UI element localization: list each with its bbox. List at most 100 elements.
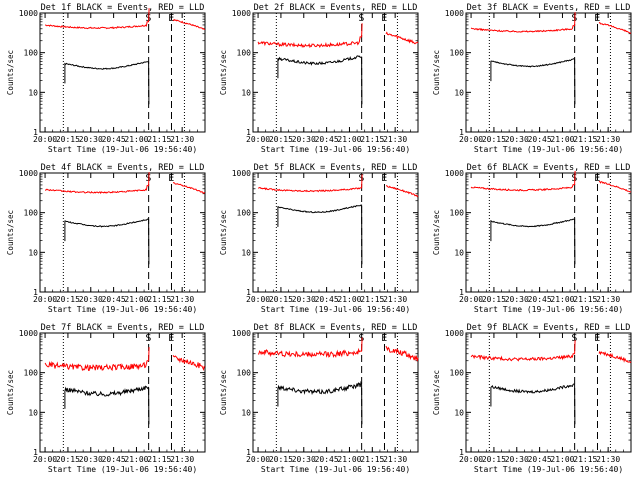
- y-tick-label: 100: [24, 49, 39, 58]
- detector-panel-8: Det 8f BLACK = Events, RED = LLD 1 10 100 10…: [213, 320, 426, 480]
- x-tick-label: 20:15: [269, 455, 293, 464]
- chart-title: Det 9f BLACK = Events, RED = LLD: [467, 323, 631, 333]
- marker-e: E: [594, 333, 600, 344]
- x-tick-label: 20:45: [102, 295, 126, 304]
- marker-s: S: [358, 13, 364, 24]
- y-tick-label: 100: [24, 209, 39, 218]
- series-lld-line-post: [172, 19, 206, 30]
- series-events-line: [277, 204, 363, 265]
- x-axis-label: Start Time (19-Jul-06 19:56:40): [48, 305, 197, 314]
- y-tick-label: 10: [28, 408, 38, 417]
- x-tick-label: 20:45: [102, 135, 126, 144]
- x-tick-label: 20:30: [505, 295, 529, 304]
- x-tick-label: 20:30: [292, 455, 316, 464]
- x-tick-label: 21:15: [360, 135, 384, 144]
- x-axis-label: Start Time (19-Jul-06 19:56:40): [474, 145, 623, 154]
- y-tick-label: 1: [246, 448, 251, 457]
- x-tick-label: 20:30: [292, 135, 316, 144]
- y-axis-label: Counts/sec: [219, 370, 228, 415]
- series-events-line: [64, 218, 150, 265]
- y-tick-label: 100: [237, 49, 252, 58]
- x-tick-label: 20:45: [315, 295, 339, 304]
- series-events-line: [64, 61, 150, 105]
- detector-chart-svg: Det 9f BLACK = Events, RED = LLD 1 10 100 10…: [432, 323, 632, 474]
- y-axis-label: Counts/sec: [432, 210, 441, 255]
- x-tick-label: 20:00: [246, 135, 270, 144]
- series-lld-line: [44, 172, 150, 195]
- x-tick-label: 20:00: [33, 135, 57, 144]
- x-axis-label: Start Time (19-Jul-06 19:56:40): [261, 145, 410, 154]
- series-lld-line: [45, 8, 150, 30]
- y-axis-label: Counts/sec: [6, 210, 15, 255]
- y-tick-label: 100: [450, 49, 465, 58]
- x-tick-label: 20:15: [482, 455, 506, 464]
- y-tick-label: 10: [241, 248, 251, 257]
- x-tick-label: 20:45: [102, 455, 126, 464]
- x-tick-label: 20:15: [482, 135, 506, 144]
- y-tick-label: 10: [28, 88, 38, 97]
- x-tick-label: 21:00: [124, 295, 148, 304]
- y-axis-label: Counts/sec: [219, 210, 228, 255]
- detector-chart-svg: Det 5f BLACK = Events, RED = LLD 1 10 100 10…: [219, 163, 419, 314]
- series-lld-line-post: [598, 180, 632, 193]
- detector-panel-7: Det 7f BLACK = Events, RED = LLD 1 10 100 10…: [0, 320, 213, 480]
- x-tick-label: 20:30: [79, 455, 103, 464]
- x-tick-label: 20:00: [459, 135, 483, 144]
- y-tick-label: 1000: [232, 169, 251, 178]
- chart-title: Det 6f BLACK = Events, RED = LLD: [467, 163, 631, 173]
- series-events-line: [64, 385, 150, 425]
- plot-frame: [252, 332, 419, 453]
- y-tick-label: 10: [454, 88, 464, 97]
- x-axis-label: Start Time (19-Jul-06 19:56:40): [261, 305, 410, 314]
- y-tick-label: 10: [454, 408, 464, 417]
- y-tick-label: 1000: [232, 329, 251, 338]
- series-events-line: [277, 380, 363, 425]
- detector-chart-svg: Det 4f BLACK = Events, RED = LLD 1 10 100 10…: [6, 163, 206, 314]
- detector-panel-2: Det 2f BLACK = Events, RED = LLD 1 10 100 10…: [213, 0, 426, 160]
- y-tick-label: 100: [237, 209, 252, 218]
- series-lld-line-post: [386, 185, 419, 198]
- x-tick-label: 21:30: [383, 455, 407, 464]
- marker-e: E: [381, 173, 387, 184]
- x-tick-label: 20:00: [33, 455, 57, 464]
- y-tick-label: 1: [246, 128, 251, 137]
- x-tick-label: 21:00: [550, 295, 574, 304]
- chart-title: Det 1f BLACK = Events, RED = LLD: [41, 3, 205, 13]
- plot-frame: [39, 172, 206, 293]
- x-tick-label: 21:00: [337, 135, 361, 144]
- y-tick-label: 1: [459, 448, 464, 457]
- series-lld-line-post: [598, 350, 632, 364]
- x-tick-label: 20:00: [246, 295, 270, 304]
- x-tick-label: 21:15: [573, 455, 597, 464]
- detector-panel-9: Det 9f BLACK = Events, RED = LLD 1 10 100 10…: [426, 320, 639, 480]
- chart-title: Det 3f BLACK = Events, RED = LLD: [467, 3, 631, 13]
- x-tick-label: 20:15: [269, 295, 293, 304]
- plot-frame: [465, 12, 632, 133]
- x-tick-label: 20:30: [79, 135, 103, 144]
- series-events-line: [277, 55, 363, 105]
- plot-frame: [465, 172, 632, 293]
- detector-panel-5: Det 5f BLACK = Events, RED = LLD 1 10 100 10…: [213, 160, 426, 320]
- y-tick-label: 1000: [445, 169, 464, 178]
- x-tick-label: 21:00: [124, 455, 148, 464]
- series-lld-line: [257, 23, 363, 49]
- series-lld-line: [470, 170, 576, 192]
- chart-title: Det 8f BLACK = Events, RED = LLD: [254, 323, 418, 333]
- detector-panel-3: Det 3f BLACK = Events, RED = LLD 1 10 100 10…: [426, 0, 639, 160]
- series-lld-line-post: [385, 31, 419, 45]
- y-tick-label: 100: [450, 209, 465, 218]
- x-tick-label: 20:15: [482, 295, 506, 304]
- y-tick-label: 1000: [19, 9, 38, 18]
- detector-chart-svg: Det 2f BLACK = Events, RED = LLD 1 10 100 10…: [219, 3, 419, 154]
- y-axis-label: Counts/sec: [432, 50, 441, 95]
- y-axis-label: Counts/sec: [6, 370, 15, 415]
- x-axis-label: Start Time (19-Jul-06 19:56:40): [474, 305, 623, 314]
- x-tick-label: 20:00: [459, 295, 483, 304]
- detector-chart-svg: Det 1f BLACK = Events, RED = LLD 1 10 100 10…: [6, 3, 206, 154]
- marker-e: E: [168, 173, 174, 184]
- marker-e: E: [168, 333, 174, 344]
- marker-e: E: [594, 13, 600, 24]
- x-axis-label: Start Time (19-Jul-06 19:56:40): [48, 465, 197, 474]
- x-tick-label: 21:30: [170, 455, 194, 464]
- x-tick-label: 21:15: [147, 295, 171, 304]
